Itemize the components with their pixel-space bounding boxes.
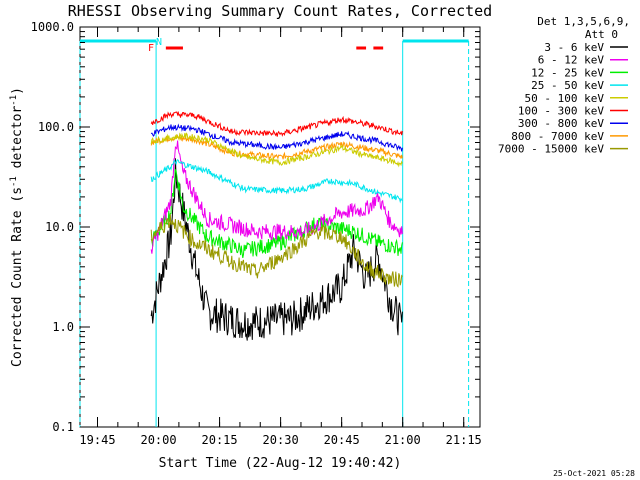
y-axis: 0.1 1.0 10.0 100.0 1000.0 <box>31 20 480 434</box>
x-tick-label: 20:15 <box>202 433 238 447</box>
legend-label: 3 - 6 keV <box>544 41 604 54</box>
series-lines <box>150 110 403 341</box>
flare-label: F <box>148 43 154 54</box>
x-axis-label: Start Time (22-Aug-12 19:40:42) <box>159 456 402 471</box>
y-tick-label: 1.0 <box>52 320 74 334</box>
legend-label: 100 - 300 keV <box>518 105 604 118</box>
series-line <box>150 123 403 152</box>
y-tick-label: 0.1 <box>52 420 74 434</box>
x-tick-label: 20:30 <box>263 433 299 447</box>
x-tick-label: 20:45 <box>324 433 360 447</box>
legend-label: 6 - 12 keV <box>538 54 605 67</box>
series-line <box>150 140 403 254</box>
legend-label: 7000 - 15000 keV <box>498 143 604 156</box>
night-label: N <box>156 37 162 48</box>
series-line <box>150 159 403 204</box>
legend-label: 300 - 800 keV <box>518 117 604 130</box>
y-tick-label: 1000.0 <box>31 20 74 34</box>
legend-header-line-2: Att 0 <box>585 28 618 41</box>
y-tick-label: 10.0 <box>45 220 74 234</box>
series-line <box>150 110 403 137</box>
series-line <box>150 214 403 288</box>
timestamp: 25-Oct-2021 05:28 <box>553 469 635 478</box>
night-intervals <box>79 39 470 427</box>
x-tick-label: 19:45 <box>79 433 115 447</box>
legend-label: 800 - 7000 keV <box>511 130 604 143</box>
x-tick-label: 21:15 <box>446 433 482 447</box>
legend-header-line-1: Det 1,3,5,6,9, <box>537 15 630 28</box>
y-axis-label: Corrected Count Rate (s-1 detector-1) <box>9 87 25 367</box>
y-tick-label: 100.0 <box>38 120 74 134</box>
legend-label: 25 - 50 keV <box>531 79 604 92</box>
chart-title: RHESSI Observing Summary Count Rates, Co… <box>68 2 492 20</box>
x-tick-label: 21:00 <box>385 433 421 447</box>
x-tick-label: 20:00 <box>140 433 176 447</box>
x-axis: 19:45 20:00 20:15 20:30 20:45 21:00 21:15 <box>79 27 482 447</box>
legend-label: 50 - 100 keV <box>525 92 605 105</box>
series-line <box>150 158 403 341</box>
legend-label: 12 - 25 keV <box>531 66 604 79</box>
series-line <box>150 132 403 168</box>
